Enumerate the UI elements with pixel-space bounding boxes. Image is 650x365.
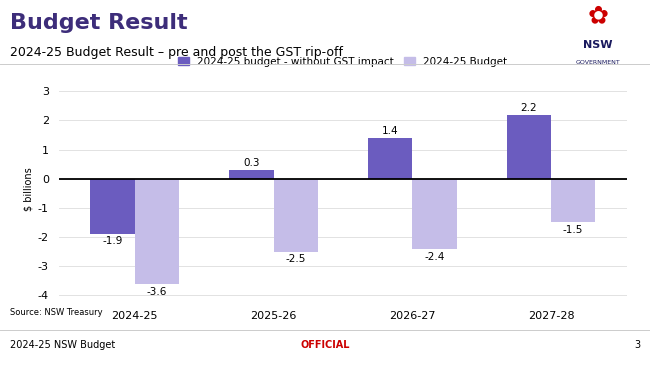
Text: GOVERNMENT: GOVERNMENT — [576, 60, 620, 65]
Bar — [551, 179, 595, 222]
Bar — [229, 170, 274, 179]
Bar — [90, 179, 135, 234]
Text: 1.4: 1.4 — [382, 126, 398, 136]
Text: NSW: NSW — [583, 40, 613, 50]
Text: Budget Result: Budget Result — [10, 13, 187, 33]
Text: ✿: ✿ — [588, 4, 608, 28]
Text: -2.5: -2.5 — [285, 254, 306, 265]
Text: OFFICIAL: OFFICIAL — [300, 340, 350, 350]
Legend: 2024-25 budget - without GST impact, 2024-25 Budget: 2024-25 budget - without GST impact, 202… — [174, 53, 512, 71]
Text: 2.2: 2.2 — [521, 103, 537, 112]
Bar — [506, 115, 551, 179]
Text: -3.6: -3.6 — [147, 287, 167, 296]
Text: -1.9: -1.9 — [103, 236, 123, 246]
Text: 0.3: 0.3 — [243, 158, 259, 168]
Text: 2024-25 NSW Budget: 2024-25 NSW Budget — [10, 340, 115, 350]
Bar — [135, 179, 179, 284]
Text: 2024-25 Budget Result – pre and post the GST rip-off: 2024-25 Budget Result – pre and post the… — [10, 46, 343, 59]
Bar — [274, 179, 318, 251]
Text: -2.4: -2.4 — [424, 251, 445, 262]
Text: -1.5: -1.5 — [563, 225, 583, 235]
Y-axis label: $ billions: $ billions — [23, 167, 34, 211]
Text: Source: NSW Treasury: Source: NSW Treasury — [10, 308, 103, 318]
Bar — [368, 138, 412, 179]
Text: 3: 3 — [634, 340, 640, 350]
Bar — [412, 179, 456, 249]
